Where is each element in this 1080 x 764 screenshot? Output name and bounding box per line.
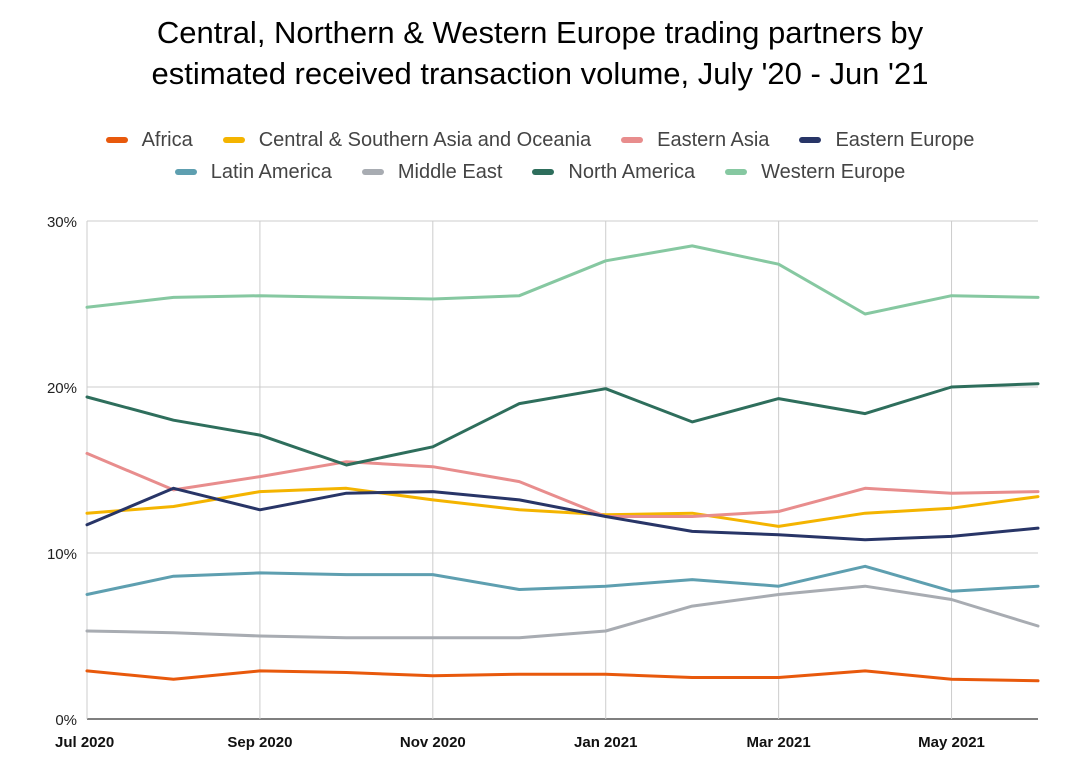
legend-label: Eastern Asia [657,128,770,151]
legend-swatch [532,169,555,175]
legend-item-latin-america[interactable]: Latin America [174,160,332,184]
y-tick-label: 0% [55,712,77,729]
legend-label: Eastern Europe [835,128,975,151]
gridlines [86,220,1038,720]
x-tick-label: Jul 2020 [55,734,114,751]
x-tick-label: May 2021 [918,734,985,751]
legend-label: Central & Southern Asia and Oceania [258,128,592,151]
series-lines [85,244,1040,683]
legend-label: Western Europe [761,160,906,183]
legend: Africa Central & Southern Asia and Ocean… [40,124,1040,188]
legend-item-eastern-asia[interactable]: Eastern Asia [621,129,769,152]
legend-row-1: Africa Central & Southern Asia and Ocean… [40,124,1040,156]
legend-item-western-europe[interactable]: Western Europe [725,161,905,184]
x-axis-ticks: Jul 2020 Sep 2020 Nov 2020 Jan 2021 Mar 2021… [55,734,985,751]
legend-row-2: Latin America Middle East North America … [40,156,1040,188]
x-tick-label: Jan 2021 [574,734,637,751]
legend-swatch [621,137,644,143]
legend-label: North America [568,160,696,183]
chart-title-line-1: Central, Northern & Western Europe tradi… [156,15,924,50]
legend-label: Middle East [397,160,503,183]
y-tick-label: 10% [47,546,77,563]
legend-swatch [799,137,822,143]
chart-title: Central, Northern & Western Europe tradi… [0,12,1080,94]
legend-swatch [725,169,748,175]
chart-title-line-2: estimated received transaction volume, J… [151,56,929,91]
series-line-eastern-asia [85,451,1040,518]
legend-item-africa[interactable]: Africa [105,128,193,152]
legend-item-middle-east[interactable]: Middle East [361,160,503,184]
legend-item-central-southern-asia-oceania[interactable]: Central & Southern Asia and Oceania [222,128,592,152]
series-line-western-europe [85,244,1040,316]
y-tick-label: 20% [47,380,77,397]
x-tick-label: Nov 2020 [400,734,466,751]
series-line-central-southern-asia-and-oceania [85,486,1040,528]
y-tick-label: 30% [47,214,77,231]
legend-swatch [361,169,384,175]
legend-item-eastern-europe[interactable]: Eastern Europe [799,129,974,152]
legend-label: Latin America [210,160,332,183]
legend-swatch [174,169,197,175]
x-tick-label: Mar 2021 [747,734,811,751]
x-tick-label: Sep 2020 [227,734,292,751]
legend-item-north-america[interactable]: North America [532,161,695,184]
legend-swatch [105,137,128,143]
series-line-eastern-europe [85,486,1040,542]
series-line-north-america [85,382,1040,467]
series-line-middle-east [85,584,1040,640]
series-line-latin-america [85,564,1040,596]
legend-label: Africa [141,128,193,151]
series-line-africa [85,669,1040,683]
y-axis-ticks: 0% 10% 20% 30% [47,214,77,729]
legend-swatch [222,137,245,143]
